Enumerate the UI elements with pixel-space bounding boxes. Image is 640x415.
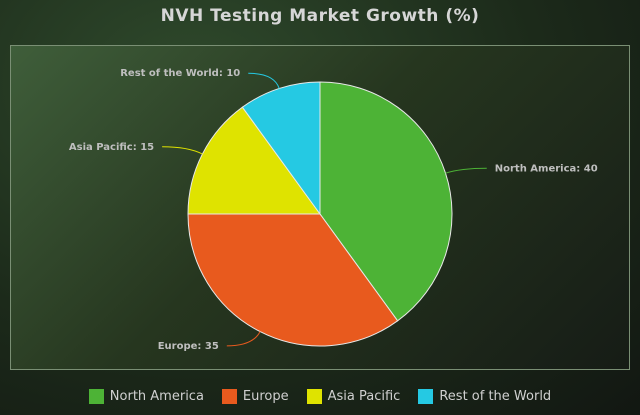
leader-line-rest-of-the-world (248, 72, 280, 89)
leader-line-north-america (445, 167, 487, 174)
legend: North America Europe Asia Pacific Rest o… (0, 389, 640, 404)
pie-slice-rest-of-the-world[interactable] (241, 81, 321, 216)
pie-slice-asia-pacific[interactable] (187, 106, 321, 215)
leader-line-europe (226, 331, 261, 347)
legend-item-asia-pacific[interactable]: Asia Pacific (306, 389, 401, 404)
data-label-rest-of-the-world: Rest of the World: 10 (120, 68, 240, 79)
legend-swatch-europe (221, 389, 237, 404)
legend-item-rest-of-the-world[interactable]: Rest of the World (418, 389, 551, 404)
chart-title: NVH Testing Market Growth (%) (160, 6, 480, 26)
legend-label-north-america: North America (109, 389, 204, 404)
data-label-north-america: North America: 40 (495, 163, 598, 174)
leader-line-asia-pacific (162, 146, 203, 155)
pie-slice-europe[interactable] (187, 213, 399, 347)
pie-slice-north-america[interactable] (319, 81, 453, 322)
data-label-europe: Europe: 35 (158, 341, 219, 352)
legend-item-europe[interactable]: Europe (221, 389, 289, 404)
data-label-asia-pacific: Asia Pacific: 15 (69, 142, 154, 153)
legend-swatch-north-america (88, 389, 104, 404)
legend-label-asia-pacific: Asia Pacific (327, 389, 401, 404)
legend-item-north-america[interactable]: North America (88, 389, 204, 404)
legend-label-rest-of-the-world: Rest of the World (439, 389, 552, 404)
legend-swatch-asia-pacific (306, 389, 322, 404)
pie-chart: North America: 40 Europe: 35 Asia Pacific:… (69, 68, 598, 352)
legend-swatch-rest-of-the-world (418, 389, 434, 404)
legend-label-europe: Europe (242, 389, 289, 404)
